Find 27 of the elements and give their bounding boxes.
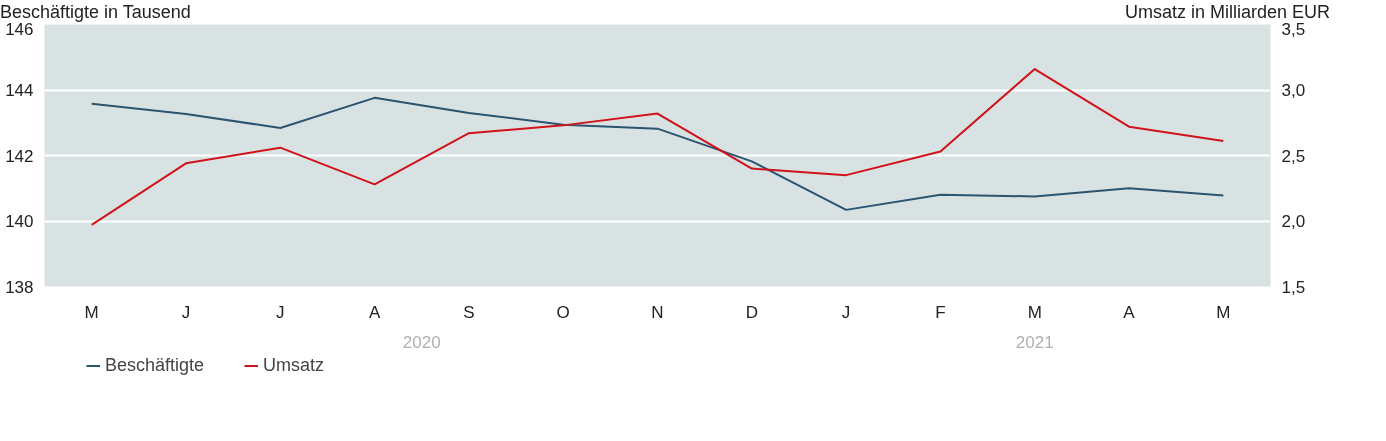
- y-tick-label: 138: [5, 277, 34, 297]
- x-tick-label: S: [463, 302, 475, 322]
- legend-label: Beschäftigte: [105, 354, 205, 376]
- x-tick-label: O: [556, 302, 570, 322]
- x-tick-label: F: [935, 302, 946, 322]
- x-tick-label: J: [841, 302, 851, 322]
- y2-tick-label: 2,0: [1281, 212, 1306, 231]
- x-tick-label: M: [84, 302, 99, 322]
- x-tick-label: A: [368, 302, 381, 322]
- x-tick-label: J: [181, 302, 191, 322]
- y-tick-label: 144: [5, 81, 34, 100]
- text: 2020: [402, 332, 441, 352]
- x-tick-label: M: [1027, 302, 1042, 322]
- line-series: [90, 68, 1225, 226]
- y-tick-label: 140: [5, 212, 34, 231]
- y2-tick-label: 3,0: [1281, 81, 1306, 100]
- text: 2021: [1015, 332, 1054, 352]
- x-tick-label: J: [276, 302, 285, 322]
- x-tick-label: N: [651, 302, 664, 322]
- x-tick-label: M: [1216, 302, 1231, 322]
- y2-tick-label: 1,5: [1281, 277, 1306, 297]
- legend-label: Umsatz: [263, 354, 325, 376]
- y2-tick-label: 2,5: [1281, 146, 1306, 166]
- x-tick-label: A: [1123, 302, 1136, 322]
- x-tick-label: D: [745, 302, 758, 322]
- y-tick-label: 142: [5, 146, 34, 166]
- line-series: [90, 96, 1225, 211]
